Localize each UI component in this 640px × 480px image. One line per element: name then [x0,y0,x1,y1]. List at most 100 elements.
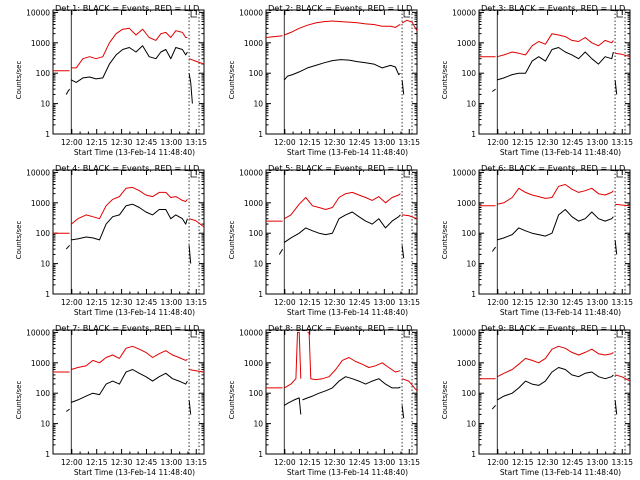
y-tick-label: 1 [258,290,263,299]
y-tick-label: 100 [249,229,264,238]
y-tick-label: 10 [253,420,263,429]
lld-series-line [497,184,614,205]
y-tick-label: 1000 [31,199,50,208]
x-tick-label: 13:15 [398,458,420,467]
events-series-line [497,47,614,81]
lld-series-line [402,214,418,220]
lld-series-line [284,331,302,389]
x-tick-label: 13:00 [587,138,609,147]
y-tick-label: 1 [45,290,50,299]
events-series-line [401,405,405,419]
events-series-line [65,244,70,250]
events-series-line [491,246,497,252]
interval-bracket [190,171,198,178]
y-tick-label: 1 [471,130,476,139]
x-axis-label: Start Time (13-Feb-14 11:48:40) [287,308,408,317]
y-tick-label: 1 [258,130,263,139]
panel-title: Det 2: BLACK = Events, RED = LLD [268,3,412,13]
events-series-line [188,245,192,264]
lld-series-line [265,35,283,38]
x-tick-label: 12:30 [324,138,346,147]
x-tick-label: 12:45 [562,458,584,467]
x-tick-label: 12:00 [274,458,296,467]
plot-frame [265,329,418,455]
y-tick-label: 100 [249,389,264,398]
y-tick-label: 100 [462,229,477,238]
detector-panel: Det 5: BLACK = Events, RED = LLD 1 10 100 10… [228,163,420,317]
events-series-line [401,79,405,95]
lld-series-line [497,33,614,58]
x-tick-label: 12:00 [61,298,83,307]
y-axis-label: Counts/sec [441,381,449,420]
y-axis-label: Counts/sec [228,221,236,260]
x-axis-label: Start Time (13-Feb-14 11:48:40) [74,308,195,317]
x-tick-label: 12:15 [512,298,534,307]
lld-series-line [307,331,401,381]
events-series-line [71,203,188,241]
detector-panel: Det 1: BLACK = Events, RED = LLD 1 10 100 10… [15,3,207,157]
y-tick-label: 100 [36,229,51,238]
panel-title: Det 3: BLACK = Events, RED = LLD [481,3,625,13]
detector-panel: Det 6: BLACK = Events, RED = LLD 1 10 100 10… [441,163,633,317]
events-series-line [284,397,302,415]
events-series-line [614,79,618,95]
y-tick-label: 10000 [452,8,476,17]
y-tick-label: 10 [466,420,476,429]
y-tick-label: 10000 [452,168,476,177]
x-tick-label: 12:15 [299,458,321,467]
plot-frame [52,9,205,135]
y-tick-label: 1000 [31,39,50,48]
x-tick-label: 13:00 [587,298,609,307]
x-tick-label: 12:45 [349,138,371,147]
x-tick-label: 12:45 [136,458,158,467]
y-tick-label: 1000 [457,199,476,208]
events-series-line [401,245,405,259]
plot-frame [52,329,205,455]
y-tick-label: 10 [253,100,263,109]
y-tick-label: 1 [45,450,50,459]
y-tick-label: 10000 [239,328,263,337]
x-tick-label: 12:45 [136,138,158,147]
x-tick-label: 13:15 [185,458,207,467]
interval-bracket [616,11,624,18]
y-tick-label: 10000 [452,328,476,337]
events-series-line [497,367,614,401]
lld-series-line [188,58,205,65]
events-series-line [284,211,401,243]
lld-series-line [284,191,401,220]
plot-frame [265,169,418,295]
y-tick-label: 10000 [239,8,263,17]
y-axis-label: Counts/sec [441,221,449,260]
panel-title: Det 8: BLACK = Events, RED = LLD [268,323,412,333]
events-series-line [65,88,71,95]
y-tick-label: 1000 [457,359,476,368]
lld-series-line [401,19,418,31]
y-tick-label: 1000 [31,359,50,368]
x-tick-label: 12:30 [111,298,133,307]
x-axis-label: Start Time (13-Feb-14 11:48:40) [74,468,195,477]
y-tick-label: 1 [45,130,50,139]
y-tick-label: 100 [462,69,477,78]
events-series-line [302,376,401,401]
y-tick-label: 10 [466,260,476,269]
y-axis-label: Counts/sec [15,61,23,100]
x-axis-label: Start Time (13-Feb-14 11:48:40) [287,468,408,477]
lld-series-line [614,374,631,382]
interval-bracket [403,171,411,178]
events-series-line [71,369,188,403]
x-tick-label: 12:30 [324,298,346,307]
panel-title: Det 7: BLACK = Events, RED = LLD [55,323,199,333]
panel-title: Det 4: BLACK = Events, RED = LLD [55,163,199,173]
y-tick-label: 10 [466,100,476,109]
y-tick-label: 10000 [26,8,50,17]
events-series-line [497,209,614,241]
lld-series-line [71,27,188,69]
interval-bracket [616,331,624,338]
x-tick-label: 12:00 [487,138,509,147]
y-tick-label: 10000 [26,328,50,337]
x-tick-label: 12:45 [349,458,371,467]
y-tick-label: 1 [471,450,476,459]
lld-series-line [188,218,205,228]
y-tick-label: 10 [40,420,50,429]
x-tick-label: 13:00 [161,298,183,307]
